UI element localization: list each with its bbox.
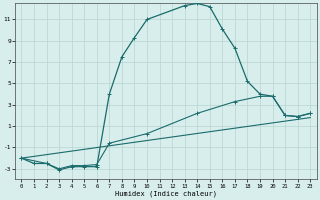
X-axis label: Humidex (Indice chaleur): Humidex (Indice chaleur): [115, 190, 217, 197]
